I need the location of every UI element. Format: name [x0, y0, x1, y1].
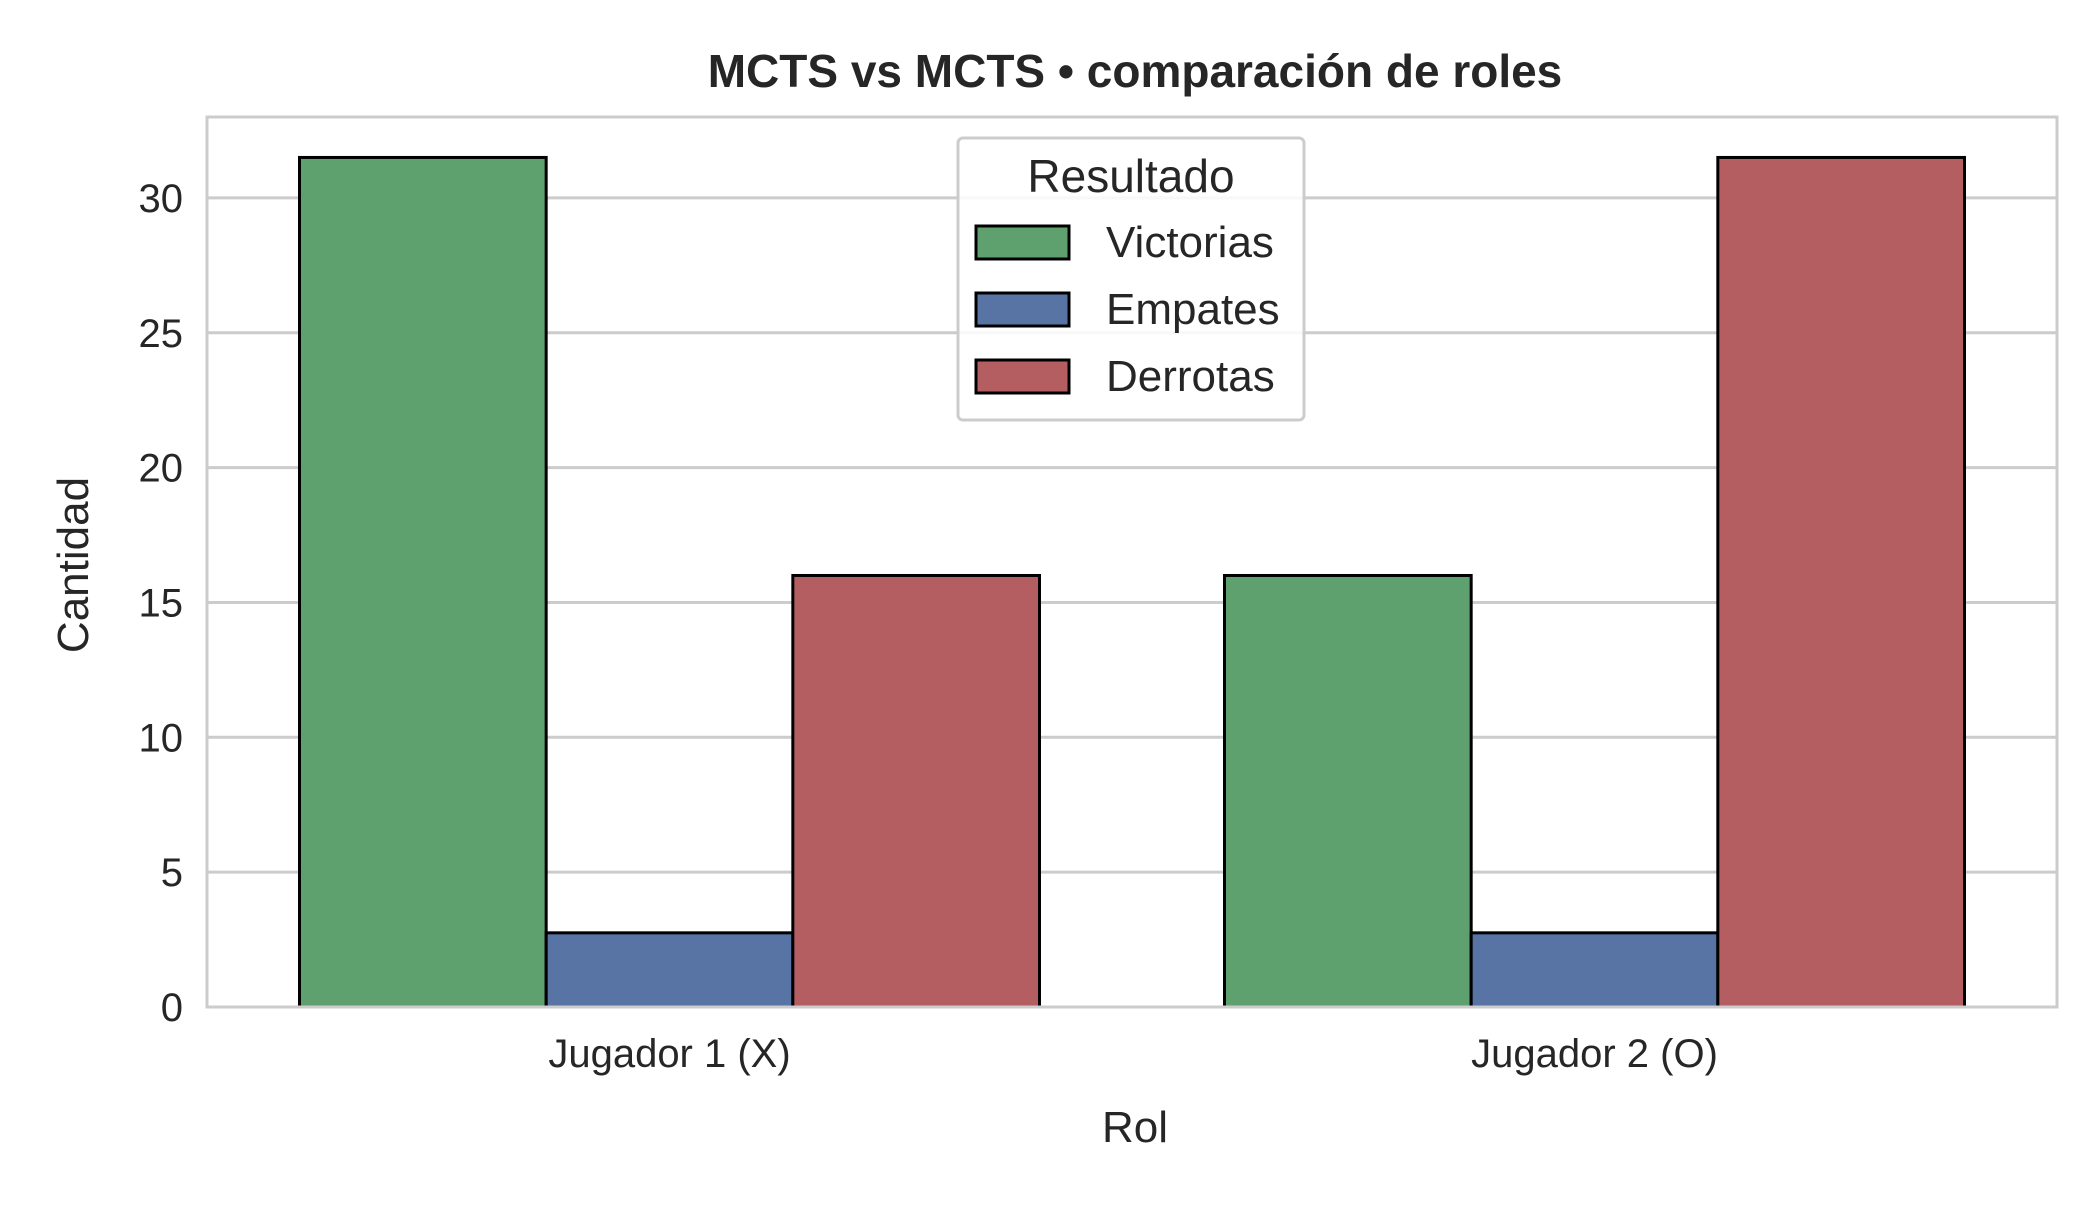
y-tick-label: 0 — [161, 986, 183, 1030]
legend: Resultado Victorias Empates Derrotas — [956, 136, 1306, 422]
y-tick-label: 10 — [139, 716, 184, 760]
legend-label-victorias: Victorias — [1106, 218, 1274, 267]
legend-box — [956, 136, 1306, 422]
x-tick-label: Jugador 2 (O) — [1471, 1032, 1718, 1076]
y-axis-label: Cantidad — [49, 477, 98, 653]
bar-derrotas-1 — [791, 573, 1041, 1009]
x-tick-labels: Jugador 1 (X) Jugador 2 (O) — [548, 1032, 1718, 1076]
bar-empates-2 — [1469, 931, 1720, 1009]
legend-label-derrotas: Derrotas — [1106, 352, 1275, 401]
legend-swatch-empates — [974, 291, 1071, 328]
bar-empates-1 — [544, 931, 795, 1009]
y-tick-label: 25 — [139, 312, 184, 356]
y-tick-label: 30 — [139, 177, 184, 221]
y-tick-labels: 0 5 10 15 20 25 30 — [139, 177, 184, 1030]
legend-swatch-victorias — [974, 224, 1071, 261]
bar-derrotas-2 — [1716, 155, 1967, 1009]
y-tick-label: 5 — [161, 851, 183, 895]
x-axis-label: Rol — [1102, 1103, 1168, 1152]
legend-title: Resultado — [1027, 150, 1234, 202]
bar-victorias-2 — [1223, 573, 1473, 1009]
bar-victorias-1 — [298, 155, 548, 1009]
y-tick-label: 15 — [139, 581, 184, 625]
legend-label-empates: Empates — [1106, 285, 1280, 334]
x-tick-label: Jugador 1 (X) — [548, 1032, 790, 1076]
legend-swatch-derrotas — [974, 358, 1071, 395]
y-tick-label: 20 — [139, 447, 184, 491]
chart-title: MCTS vs MCTS • comparación de roles — [708, 45, 1563, 97]
plot-frame — [205, 115, 2059, 1009]
